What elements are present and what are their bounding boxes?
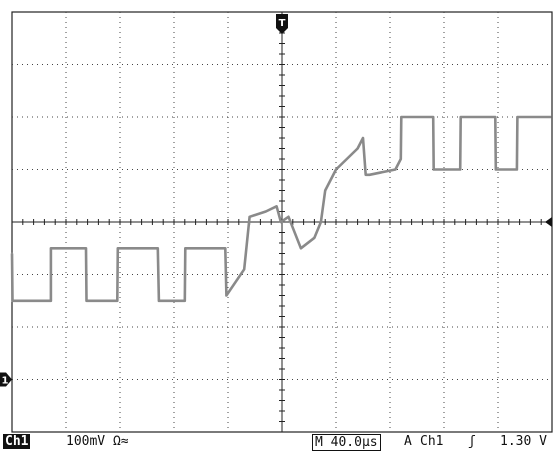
ground-level-label: 1: [2, 376, 9, 387]
data-point: [364, 173, 367, 176]
status-bar: Ch1 100mV Ω≈ M 40.0µs A Ch1 ʃ 1.30 V: [0, 432, 555, 452]
data-point: [300, 247, 302, 250]
data-point: [313, 236, 316, 239]
data-point: [116, 299, 119, 302]
data-point: [550, 116, 552, 118]
data-point: [184, 247, 187, 250]
series-line-0: [10, 115, 551, 303]
data-point: [224, 247, 227, 250]
data-point: [156, 247, 159, 250]
trigger-level-marker: [545, 217, 552, 227]
markers: T1: [0, 14, 552, 387]
data-point: [459, 116, 462, 118]
data-point: [157, 299, 160, 302]
data-point: [85, 247, 87, 250]
data-point: [400, 116, 403, 118]
data-point: [116, 247, 119, 250]
data-point: [319, 221, 322, 223]
ground-level-shape: [0, 372, 12, 387]
data-point: [287, 215, 290, 218]
data-point: [11, 252, 13, 255]
data-point: [459, 168, 462, 171]
trigger-slope: ʃ: [468, 434, 476, 449]
data-point: [432, 168, 435, 171]
data-point: [516, 168, 518, 171]
data-point: [275, 205, 278, 208]
data-point: [264, 210, 267, 213]
data-point: [432, 116, 435, 118]
data-point: [394, 168, 397, 171]
data-point: [85, 299, 88, 302]
data-point: [243, 268, 246, 271]
waveform-trace: [10, 115, 552, 303]
data-point: [49, 299, 52, 302]
data-point: [494, 116, 497, 118]
data-point: [494, 168, 497, 171]
data-point: [225, 294, 228, 297]
volts-per-div: 100mV Ω≈: [66, 434, 129, 449]
trigger-position-label: T: [279, 18, 286, 29]
trigger-position-marker: T: [276, 14, 288, 34]
timebase: M 40.0µs: [312, 434, 381, 451]
data-point: [368, 173, 371, 176]
trigger-mode: A: [404, 434, 412, 449]
data-point: [49, 247, 52, 250]
trigger-level: 1.30 V: [500, 434, 547, 449]
data-point: [362, 137, 364, 139]
data-point: [280, 221, 282, 223]
data-point: [399, 158, 402, 160]
data-point: [183, 299, 186, 302]
data-point: [335, 168, 337, 171]
data-point: [324, 189, 327, 192]
ground-level-marker: 1: [0, 372, 12, 387]
trigger-position-shape: [276, 14, 288, 34]
data-point: [248, 215, 251, 218]
channel-badge: Ch1: [3, 434, 31, 449]
data-point: [356, 147, 359, 150]
trigger-source: Ch1: [420, 434, 444, 449]
data-point: [516, 116, 519, 118]
data-point: [11, 299, 14, 302]
